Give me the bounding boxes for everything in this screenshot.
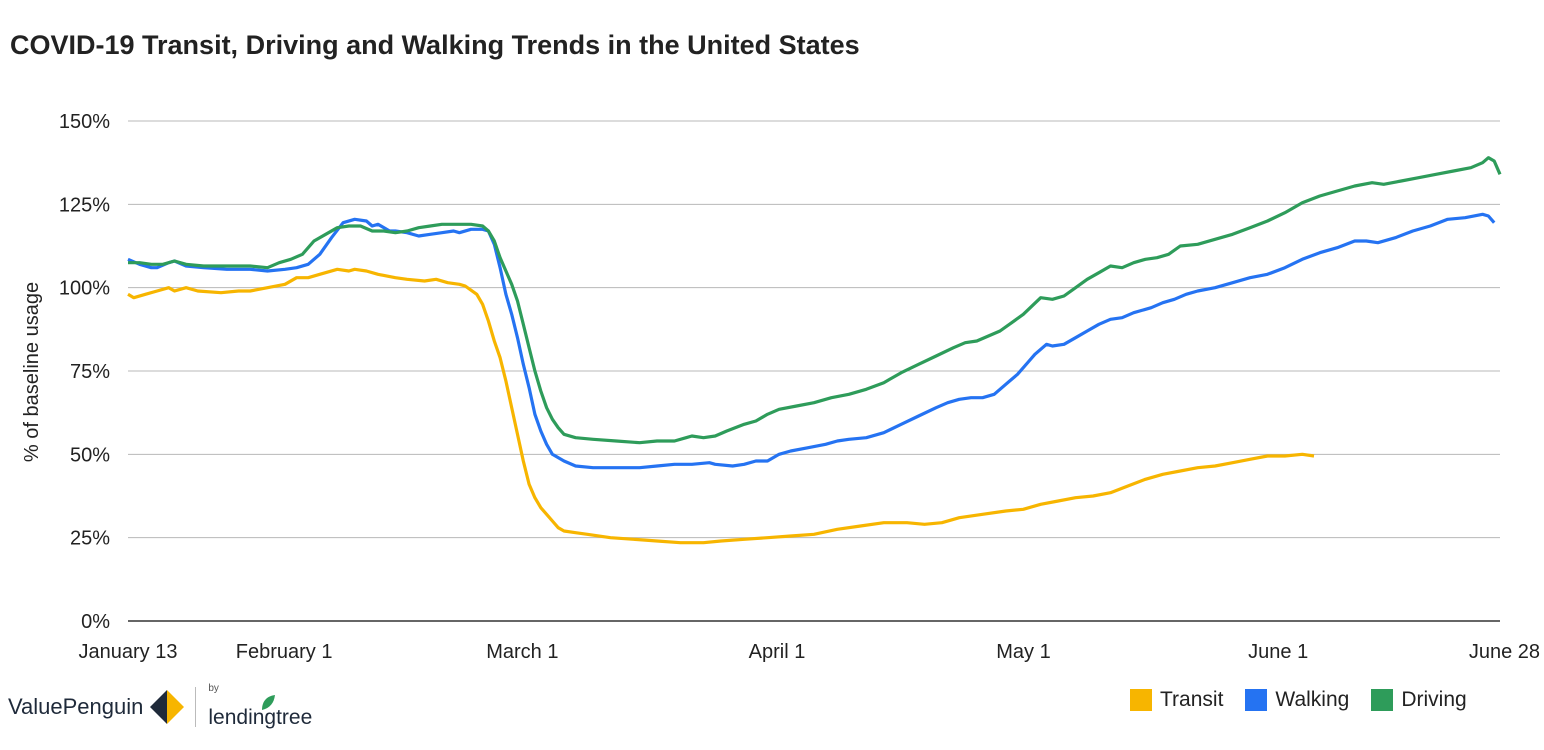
x-tick-label: February 1: [236, 641, 333, 663]
legend: Transit Walking Driving: [1130, 688, 1467, 712]
y-tick-labels: 0% 25% 50% 75% 100% 125% 150%: [59, 111, 110, 633]
y-tick-label: 25%: [70, 528, 110, 550]
partner-name: lendingtree: [208, 706, 313, 729]
x-tick-label: January 13: [79, 641, 178, 663]
legend-label: Walking: [1275, 688, 1350, 711]
legend-item-driving: Driving: [1371, 688, 1467, 712]
y-axis-label: % of baseline usage: [21, 282, 43, 462]
y-tick-label: 75%: [70, 361, 110, 383]
series-line-transit: [127, 267, 1315, 545]
legend-swatch: [1371, 689, 1394, 711]
brand-footer: ValuePenguin by lendingtree: [8, 683, 312, 730]
partner-logo: by lendingtree: [208, 683, 312, 730]
brand-divider: [195, 687, 197, 727]
y-tick-label: 0%: [81, 611, 110, 633]
x-tick-label: March 1: [486, 641, 558, 663]
legend-label: Transit: [1160, 688, 1224, 711]
y-tick-label: 50%: [70, 444, 110, 466]
x-tick-label: June 28: [1469, 641, 1540, 663]
series-line-driving: [128, 156, 1502, 445]
x-tick-labels: January 13 February 1 March 1 April 1 May 1 J…: [79, 641, 1540, 663]
line-chart: 0% 25% 50% 75% 100% 125% 150% January 13 Februa…: [21, 111, 1540, 663]
series-lines: [127, 156, 1502, 545]
legend-item-transit: Transit: [1130, 688, 1223, 712]
gridlines: [128, 120, 1500, 622]
valuepenguin-logo-icon: [150, 690, 185, 724]
leaf-icon: [262, 695, 276, 710]
x-tick-label: June 1: [1248, 641, 1308, 663]
legend-swatch: [1130, 689, 1152, 711]
partner-prefix: by: [208, 683, 219, 694]
legend-label: Driving: [1401, 688, 1467, 711]
y-tick-label: 125%: [59, 194, 110, 216]
legend-item-walking: Walking: [1245, 688, 1349, 712]
y-tick-label: 150%: [59, 111, 110, 133]
y-tick-label: 100%: [59, 278, 110, 300]
x-tick-label: May 1: [996, 641, 1050, 663]
chart-title: COVID-19 Transit, Driving and Walking Tr…: [10, 30, 860, 60]
x-tick-label: April 1: [749, 641, 806, 663]
legend-swatch: [1245, 689, 1268, 711]
brand-name: ValuePenguin: [8, 694, 144, 719]
series-line-walking: [127, 212, 1496, 470]
